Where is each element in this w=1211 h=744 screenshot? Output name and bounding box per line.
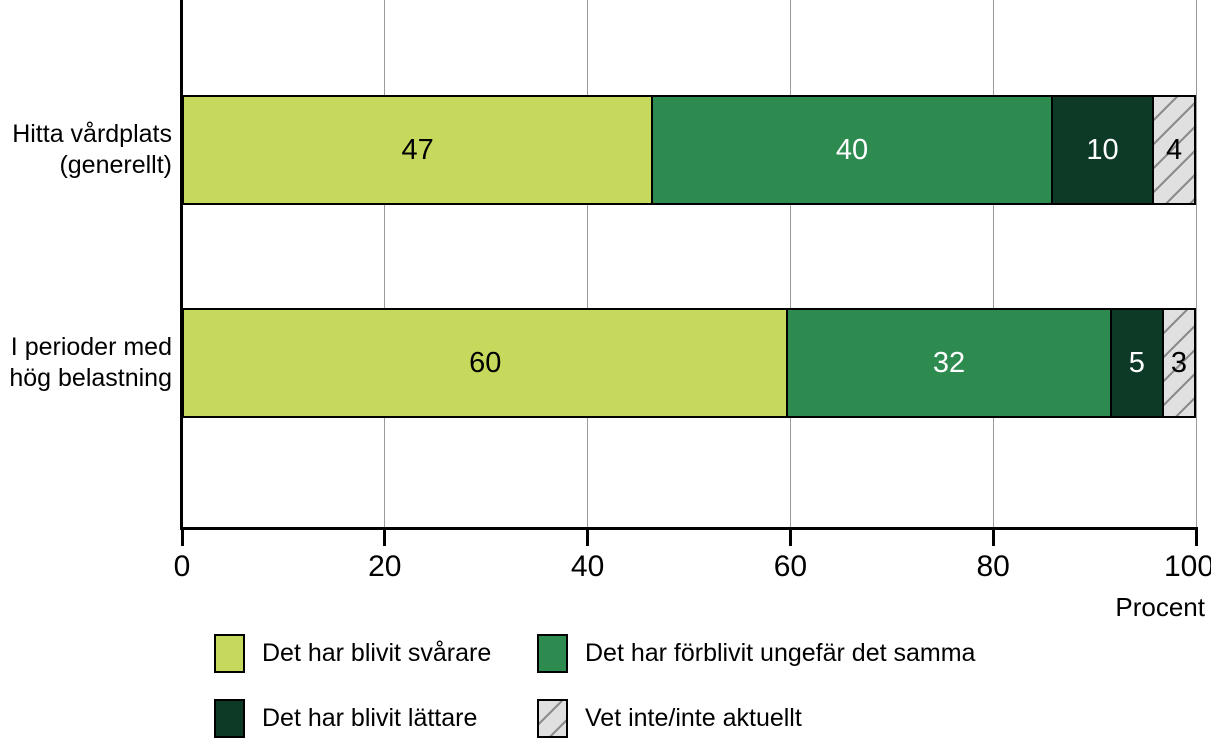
segment-value-label: 3 — [1170, 346, 1188, 379]
segment-value-label: 10 — [1086, 133, 1119, 166]
legend-label: Det har blivit lättare — [262, 704, 478, 732]
x-axis-line — [180, 527, 1198, 530]
segment-value-label: 5 — [1128, 346, 1145, 379]
bar-1: 47 40 10 4 — [182, 95, 1196, 205]
x-tick-label-40: 40 — [570, 550, 605, 583]
x-tick-60 — [788, 530, 792, 546]
x-tick-label-100: 100 — [1163, 550, 1211, 583]
category-label-line: hög belastning — [9, 364, 172, 392]
category-label-line: Hitta vårdplats — [12, 120, 172, 148]
legend-swatch-icon — [537, 634, 568, 673]
segment-value-label: 47 — [401, 133, 434, 166]
gridline-20 — [384, 0, 386, 527]
x-tick-label-80: 80 — [976, 550, 1010, 583]
gridline-60 — [789, 0, 791, 527]
segment-value-label: 60 — [469, 346, 502, 379]
x-tick-40 — [586, 530, 590, 546]
legend-item: Vet inte/inte aktuellt — [537, 699, 975, 738]
legend-item: Det har blivit lättare — [214, 699, 537, 738]
legend-swatch-icon — [214, 699, 245, 738]
bar-segment: 47 — [182, 95, 654, 205]
segment-value-label: 32 — [932, 346, 966, 379]
bar-2: 60 32 5 3 — [182, 308, 1197, 418]
x-tick-label-0: 0 — [173, 550, 191, 583]
legend-swatch-icon — [214, 634, 245, 673]
legend-label: Det har förblivit ungefär det samma — [585, 639, 976, 667]
legend-item: Det har blivit svårare — [214, 634, 537, 673]
category-label-1: Hitta vårdplats (generellt) — [0, 95, 172, 205]
x-tick-label-60: 60 — [773, 550, 808, 583]
x-tick-80 — [991, 530, 995, 546]
bar-segment: 5 — [1111, 308, 1164, 418]
legend-label: Det har blivit svårare — [262, 639, 492, 667]
x-tick-0 — [180, 530, 184, 546]
bar-segment: 60 — [182, 308, 789, 418]
category-label-line: (generellt) — [59, 151, 172, 179]
legend-item: Det har förblivit ungefär det samma — [537, 634, 975, 673]
gridline-40 — [587, 0, 589, 527]
gridline-80 — [992, 0, 994, 527]
y-axis-line — [180, 0, 183, 530]
legend-swatch-hatch-icon — [537, 699, 568, 738]
bar-segment: 10 — [1052, 95, 1155, 205]
legend: Det har blivit svårare Det har förblivit … — [214, 634, 975, 738]
bar-segment: 32 — [788, 308, 1112, 418]
bar-segment: 4 — [1154, 95, 1196, 205]
bar-segment: 40 — [653, 95, 1053, 205]
bar-segment: 3 — [1163, 308, 1197, 418]
x-tick-100 — [1194, 530, 1198, 546]
x-tick-label-20: 20 — [368, 550, 402, 583]
category-label-line: I perioder med — [10, 333, 172, 361]
segment-value-label: 4 — [1166, 133, 1183, 166]
x-tick-20 — [383, 530, 387, 546]
legend-label: Vet inte/inte aktuellt — [585, 704, 802, 732]
segment-value-label: 40 — [835, 133, 869, 166]
category-label-2: I perioder med hög belastning — [0, 308, 172, 418]
gridline-100 — [1195, 0, 1197, 527]
x-axis-title: Procent — [1115, 592, 1205, 622]
